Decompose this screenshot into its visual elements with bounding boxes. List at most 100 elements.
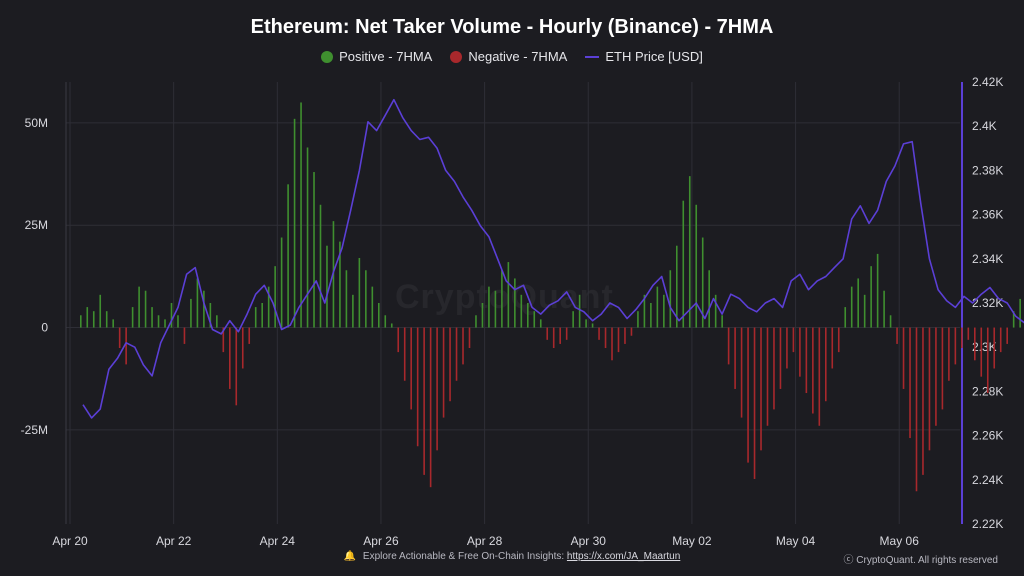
- bar-positive: [358, 257, 361, 328]
- x-tick-label: Apr 30: [571, 534, 607, 548]
- bar-negative: [740, 327, 743, 418]
- bar-positive: [695, 204, 698, 328]
- bar-positive: [475, 315, 477, 328]
- bar-positive: [371, 286, 374, 328]
- chart-title: Ethereum: Net Taker Volume - Hourly (Bin…: [250, 16, 774, 38]
- copyright: ⓒ CryptoQuant. All rights reserved: [843, 555, 998, 566]
- y-right-tick-label: 2.26K: [972, 429, 1003, 443]
- bar-positive: [701, 237, 704, 328]
- bar-positive: [883, 290, 885, 328]
- bar-positive: [714, 294, 717, 328]
- bar-positive: [857, 278, 859, 328]
- y-left-tick-label: 25M: [25, 218, 48, 232]
- bar-negative: [403, 327, 406, 381]
- bar-positive: [876, 253, 879, 328]
- bar-positive: [585, 319, 587, 328]
- bar-positive: [870, 266, 872, 328]
- bar-negative: [429, 327, 432, 488]
- bar-positive: [844, 307, 847, 328]
- bar-positive: [339, 241, 341, 328]
- bar-positive: [131, 307, 134, 328]
- bar-negative: [902, 327, 905, 389]
- bar-negative: [624, 327, 626, 344]
- bar-negative: [455, 327, 458, 381]
- bar-negative: [449, 327, 451, 402]
- bar-positive: [377, 303, 380, 328]
- footer: 🔔 Explore Actionable & Free On-Chain Ins…: [0, 551, 1024, 567]
- bar-positive: [164, 319, 166, 328]
- bar-positive: [157, 315, 160, 328]
- bar-positive: [99, 294, 102, 328]
- bar-positive: [514, 278, 516, 328]
- bar-negative: [125, 327, 127, 365]
- bar-positive: [92, 311, 95, 328]
- bar-negative: [948, 327, 950, 381]
- bar-positive: [86, 307, 89, 328]
- bar-negative: [792, 327, 795, 353]
- legend-negative-label: Negative - 7HMA: [468, 49, 568, 64]
- bar-negative: [980, 327, 983, 377]
- bar-negative: [1006, 327, 1008, 344]
- bar-positive: [254, 307, 257, 328]
- bar-negative: [416, 327, 419, 447]
- bar-negative: [831, 327, 834, 369]
- bar-positive: [1012, 311, 1015, 328]
- bar-positive: [79, 315, 82, 328]
- bar-positive: [105, 311, 108, 328]
- bar-positive: [656, 286, 659, 328]
- footer-link[interactable]: https://x.com/JA_Maartun: [566, 551, 681, 562]
- bar-negative: [436, 327, 438, 451]
- bar-negative: [779, 327, 782, 389]
- x-tick-label: Apr 28: [467, 534, 503, 548]
- bar-positive: [507, 262, 510, 328]
- bar-positive: [682, 200, 685, 328]
- bar-negative: [812, 327, 814, 414]
- bar-negative: [617, 327, 620, 353]
- bar-positive: [637, 311, 639, 328]
- bar-negative: [973, 327, 976, 361]
- bar-negative: [183, 327, 186, 344]
- x-tick-label: Apr 26: [363, 534, 399, 548]
- x-tick-label: May 06: [880, 534, 920, 548]
- bar-negative: [118, 327, 121, 349]
- bar-positive: [481, 303, 484, 328]
- bar-negative: [753, 327, 756, 479]
- bar-positive: [196, 278, 199, 328]
- bar-positive: [313, 172, 315, 328]
- bar-positive: [138, 286, 140, 328]
- bar-positive: [721, 315, 723, 328]
- x-tick-label: May 02: [672, 534, 712, 548]
- bar-negative: [248, 327, 251, 344]
- bar-negative: [799, 327, 801, 377]
- bar-positive: [591, 323, 594, 328]
- bar-positive: [889, 315, 892, 328]
- footer-promo: 🔔 Explore Actionable & Free On-Chain Ins…: [0, 551, 1024, 562]
- bar-negative: [630, 327, 633, 336]
- bar-negative: [961, 327, 963, 349]
- x-tick-label: May 04: [776, 534, 816, 548]
- bar-negative: [734, 327, 736, 389]
- bar-negative: [727, 327, 730, 365]
- bar-negative: [410, 327, 412, 410]
- x-tick-label: Apr 22: [156, 534, 192, 548]
- bar-positive: [533, 311, 536, 328]
- bar-positive: [319, 204, 322, 328]
- bar-positive: [274, 266, 276, 328]
- bar-negative: [824, 327, 827, 402]
- y-right-tick-label: 2.36K: [972, 208, 1003, 222]
- bar-negative: [941, 327, 944, 410]
- bell-icon: 🔔: [343, 551, 357, 562]
- bar-positive: [190, 298, 192, 328]
- legend-negative[interactable]: Negative - 7HMA: [450, 49, 567, 64]
- bar-negative: [896, 327, 898, 344]
- bar-positive: [352, 294, 354, 328]
- legend-positive[interactable]: Positive - 7HMA: [321, 49, 432, 64]
- bar-negative: [559, 327, 561, 344]
- legend-price[interactable]: ETH Price [USD]: [585, 49, 703, 64]
- bar-positive: [572, 311, 574, 328]
- bar-negative: [235, 327, 238, 406]
- y-right-tick-label: 2.22K: [972, 517, 1003, 531]
- x-tick-label: Apr 20: [52, 534, 88, 548]
- bar-positive: [306, 147, 309, 328]
- bar-negative: [611, 327, 613, 361]
